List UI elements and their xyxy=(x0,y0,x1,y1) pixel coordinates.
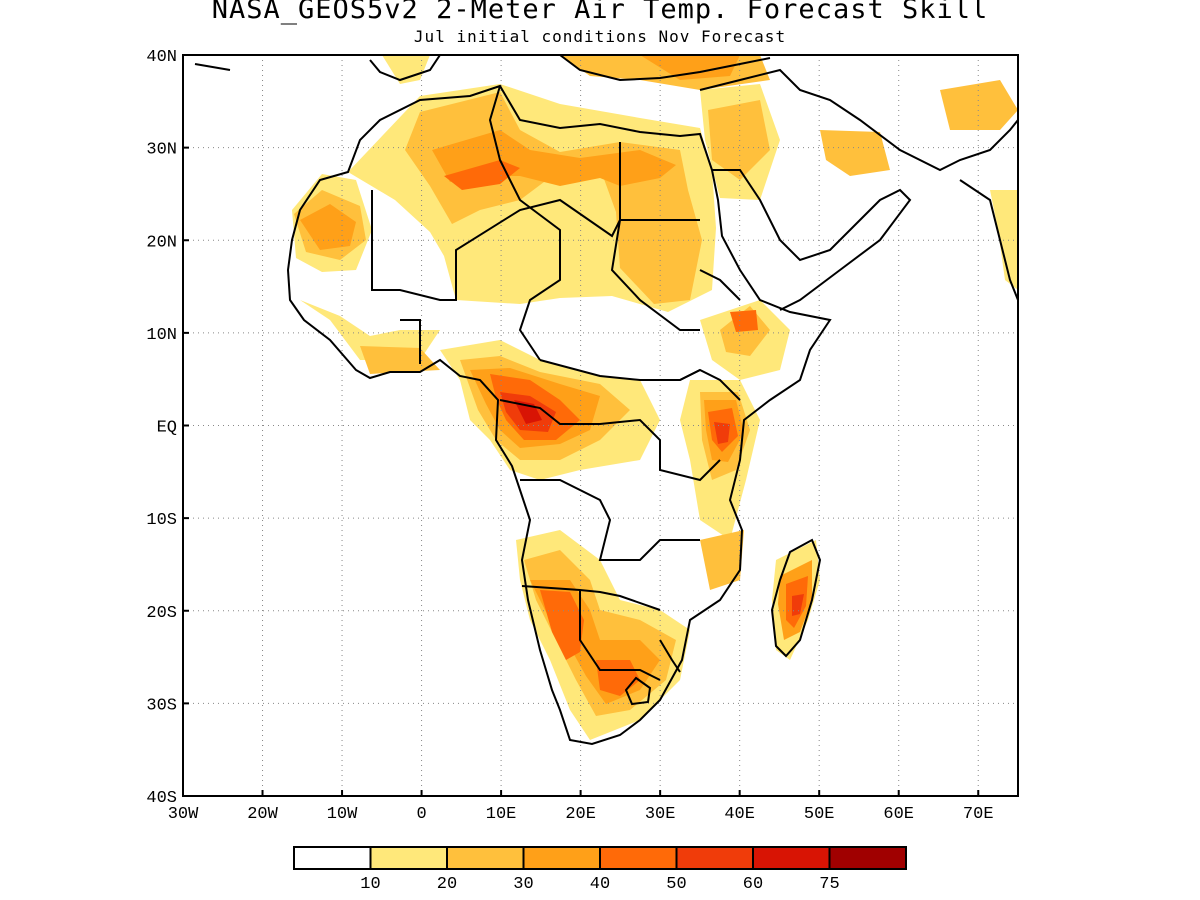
colorbar-labels: 10 20 30 40 50 60 75 xyxy=(360,875,839,894)
colorbar-label: 50 xyxy=(666,875,686,894)
latitude-labels: 40N 30N 20N 10N EQ 10S 20S 30S 40S xyxy=(146,48,189,808)
colorbar-label: 10 xyxy=(360,875,380,894)
lat-tick-label: 40S xyxy=(146,789,177,808)
colorbar-label: 60 xyxy=(743,875,763,894)
colorbar-swatch xyxy=(446,846,525,870)
map-subtitle: Jul initial conditions Nov Forecast xyxy=(413,27,787,46)
colorbar xyxy=(293,846,907,870)
colorbar-swatch xyxy=(369,846,448,870)
lat-tick-label: 20S xyxy=(146,604,177,623)
colorbar-label: 75 xyxy=(819,875,839,894)
lon-tick-label: 20W xyxy=(247,805,278,824)
colorbar-swatch xyxy=(675,846,754,870)
colorbar-swatch xyxy=(599,846,678,870)
longitude-labels: 30W 20W 10W 0 10E 20E 30E 40E 50E 60E 70E xyxy=(168,790,994,824)
lat-tick-label: 10N xyxy=(146,326,177,345)
lon-tick-label: 10E xyxy=(486,805,517,824)
colorbar-swatch xyxy=(293,846,372,870)
colorbar-label: 30 xyxy=(513,875,533,894)
lon-tick-label: 30E xyxy=(645,805,676,824)
colorbar-swatch xyxy=(522,846,601,870)
lat-tick-label: 10S xyxy=(146,511,177,530)
lon-tick-label: 50E xyxy=(804,805,835,824)
lon-tick-label: 70E xyxy=(963,805,994,824)
map-title: NASA_GEOS5v2 2-Meter Air Temp. Forecast … xyxy=(211,0,989,25)
colorbar-swatch xyxy=(752,846,831,870)
lat-tick-label: 40N xyxy=(146,48,177,67)
colorbar-swatch xyxy=(828,846,907,870)
colorbar-label: 40 xyxy=(590,875,610,894)
lon-tick-label: 30W xyxy=(168,805,199,824)
lon-tick-label: 0 xyxy=(416,805,426,824)
lon-tick-label: 60E xyxy=(883,805,914,824)
skill-shading xyxy=(292,55,1018,740)
lat-tick-label: 30N xyxy=(146,141,177,160)
colorbar-label: 20 xyxy=(437,875,457,894)
lon-tick-label: 20E xyxy=(565,805,596,824)
lat-tick-label: 20N xyxy=(146,233,177,252)
lat-tick-label: 30S xyxy=(146,696,177,715)
coastlines xyxy=(194,55,1018,746)
lon-tick-label: 40E xyxy=(724,805,755,824)
lon-tick-label: 10W xyxy=(327,805,358,824)
lat-tick-label: EQ xyxy=(157,419,177,438)
